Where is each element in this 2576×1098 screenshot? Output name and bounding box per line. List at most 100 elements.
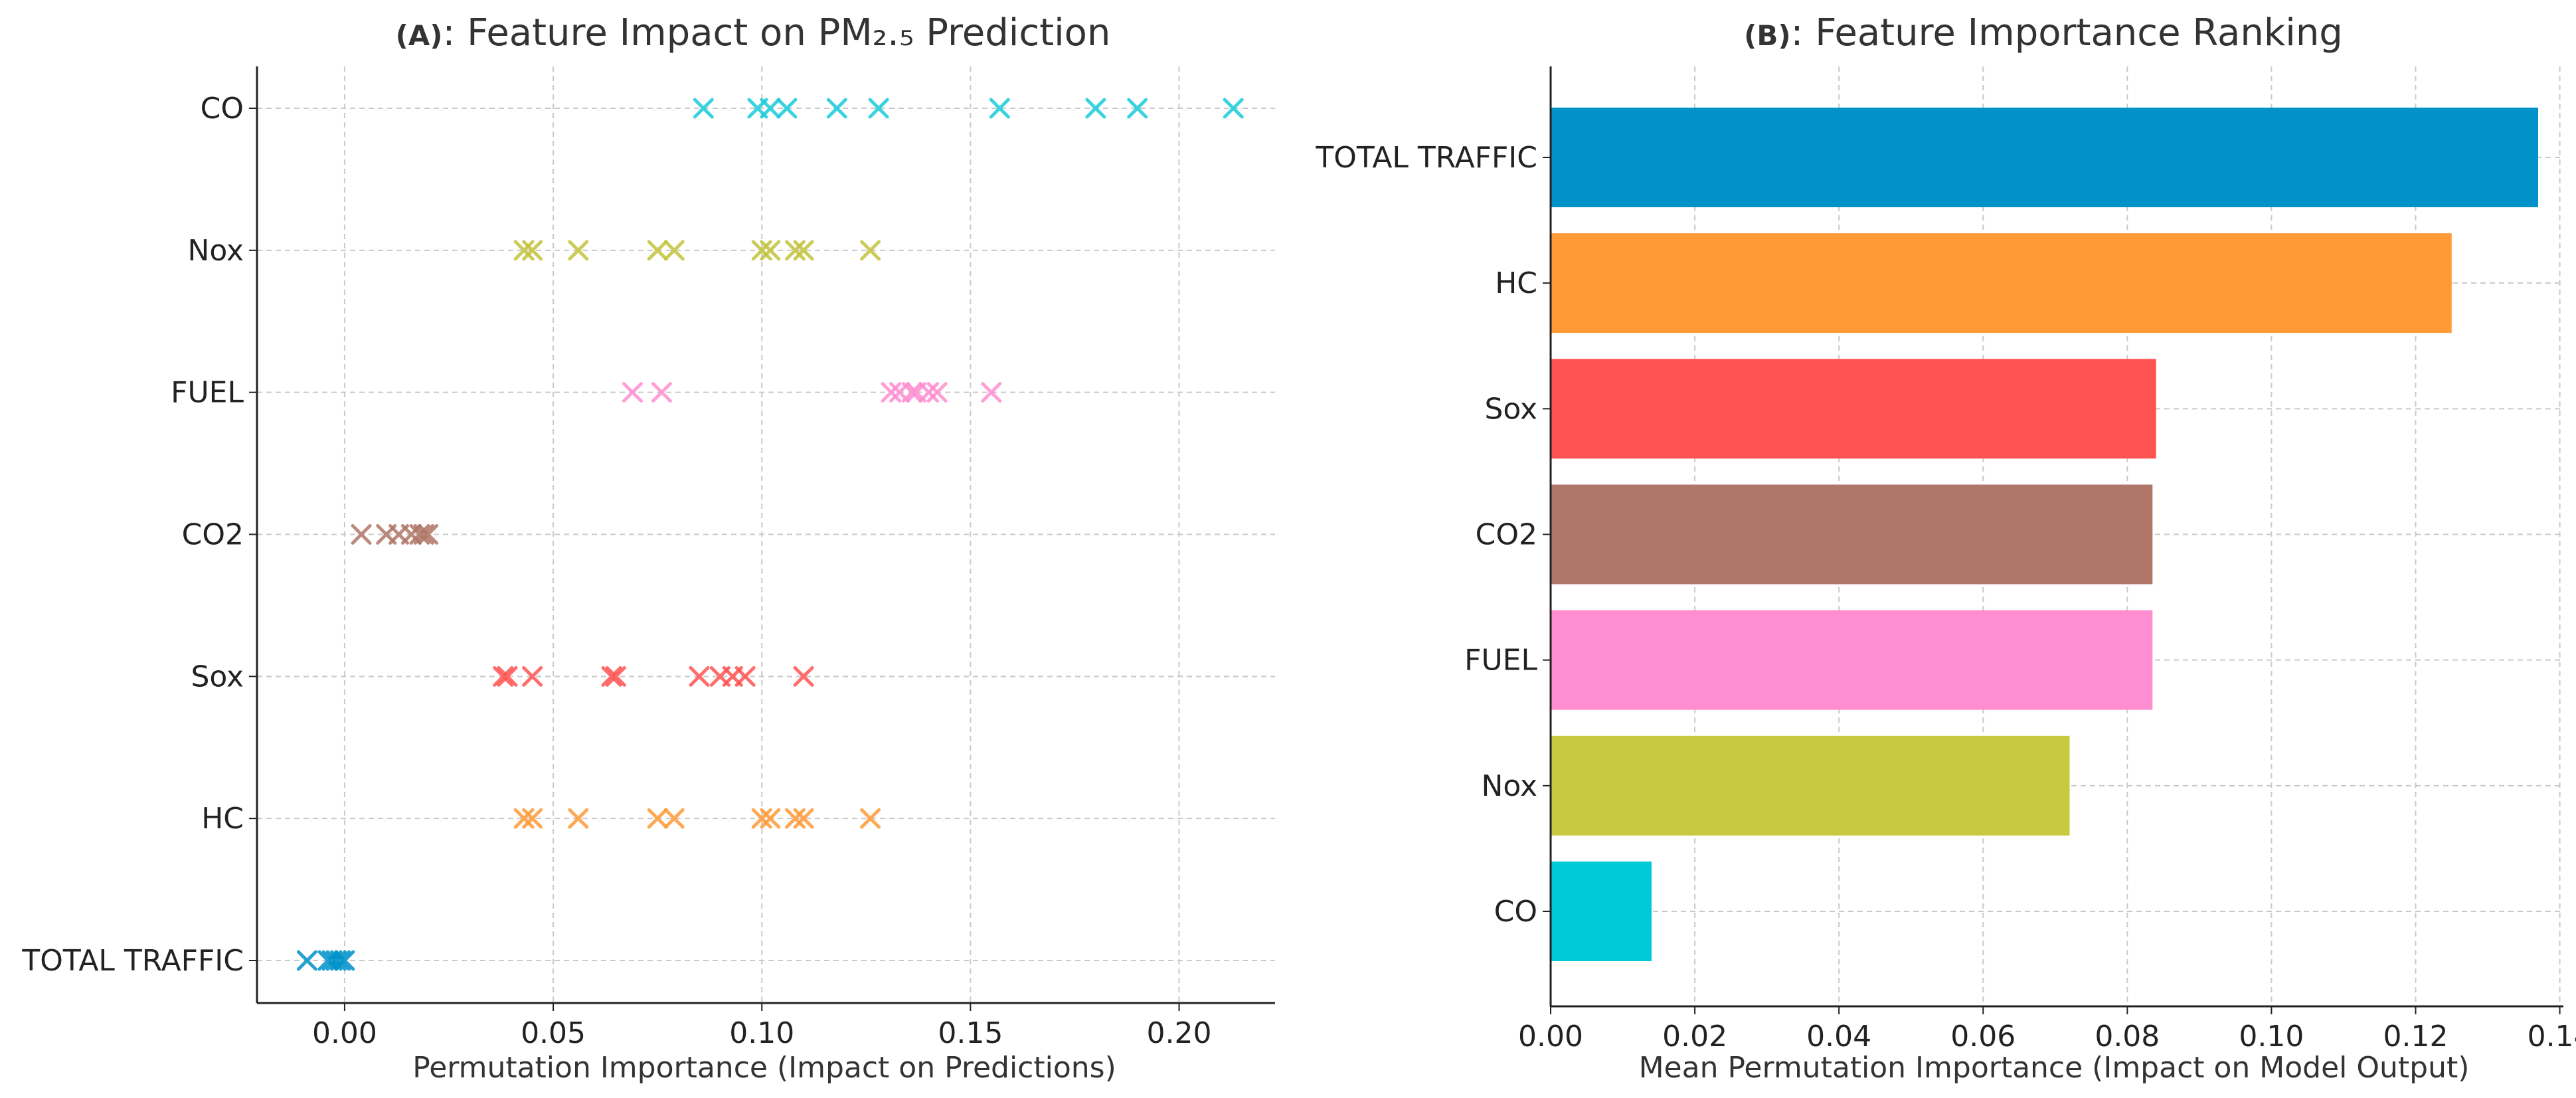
panel-a-marker-co bbox=[1085, 98, 1106, 119]
panel-a-marker-hc bbox=[513, 808, 535, 829]
panel-a-marker-co2 bbox=[351, 524, 372, 545]
panel-a-tick-labels: 0.00 0.05 0.10 0.15 0.20 TOTAL TRAFFIC HC Sox CO… bbox=[21, 92, 1211, 1050]
panel-b-x-tick-label: 0.12 bbox=[2383, 1020, 2448, 1053]
panel-a-marker-co bbox=[868, 98, 889, 119]
panel-a-grid bbox=[257, 66, 1275, 1003]
panel-a-x-tick-label: 0.00 bbox=[312, 1016, 377, 1050]
panel-b-bar-nox bbox=[1551, 735, 2070, 836]
panel-b-y-tick-label-co: CO bbox=[1494, 895, 1537, 929]
panel-a-scatter-chart: (A): Feature Impact on PM₂.₅ Prediction … bbox=[21, 11, 1275, 1085]
panel-a-marker-fuel bbox=[918, 382, 940, 403]
panel-a-marker-hc bbox=[568, 808, 589, 829]
panel-a-y-tick-label-co: CO bbox=[201, 92, 244, 126]
panel-a-y-tick-label-nox: Nox bbox=[187, 234, 244, 268]
panel-a-y-tick-label-co2: CO2 bbox=[182, 518, 244, 552]
panel-b-bar-sox bbox=[1551, 359, 2156, 459]
panel-a-marker-sox bbox=[793, 666, 814, 687]
panel-b-x-tick-label: 0.04 bbox=[1806, 1020, 1871, 1053]
panel-b-bars bbox=[1551, 108, 2539, 961]
panel-a-marker-nox bbox=[663, 240, 685, 261]
panel-a-marker-hc bbox=[522, 808, 543, 829]
panel-b-y-tick-label-co2: CO2 bbox=[1476, 518, 1537, 552]
panel-b-bar-co bbox=[1551, 862, 1652, 961]
panel-b-title: (B): Feature Importance Ranking bbox=[1744, 11, 2343, 54]
panel-a-y-tick-label-fuel: FUEL bbox=[171, 376, 244, 410]
panel-b-y-tick-label-nox: Nox bbox=[1481, 769, 1537, 803]
panel-a-marker-co bbox=[776, 98, 798, 119]
panel-a-y-tick-label-sox: Sox bbox=[191, 660, 244, 693]
panel-a-marker-co2 bbox=[418, 524, 439, 545]
panel-a-marker-co bbox=[989, 98, 1010, 119]
panel-a-marker-nox bbox=[793, 240, 814, 261]
panel-a-y-tick-label-hc: HC bbox=[201, 802, 244, 836]
panel-b-title-prefix: (B) bbox=[1744, 19, 1790, 52]
panel-a-marker-sox bbox=[734, 666, 756, 687]
panel-b-x-tick-label: 0.14 bbox=[2528, 1020, 2576, 1053]
panel-b-x-tick-label: 0.06 bbox=[1950, 1020, 2016, 1053]
panel-a-marker-fuel bbox=[981, 382, 1002, 403]
panel-a-title: (A): Feature Impact on PM₂.₅ Prediction bbox=[396, 11, 1111, 54]
panel-a-marker-nox bbox=[860, 240, 881, 261]
panel-a-marker-nox bbox=[751, 240, 772, 261]
panel-a-x-tick-label: 0.20 bbox=[1147, 1016, 1212, 1050]
panel-a-marker-sox bbox=[605, 666, 626, 687]
panel-a-x-tick-label: 0.15 bbox=[938, 1016, 1003, 1050]
panel-a-title-text: : Feature Impact on PM₂.₅ Prediction bbox=[443, 11, 1111, 54]
panel-a-axes bbox=[249, 66, 1275, 1011]
panel-a-marker-sox bbox=[689, 666, 710, 687]
panel-a-x-axis-label: Permutation Importance (Impact on Predic… bbox=[412, 1051, 1116, 1085]
panel-a-marker-co bbox=[693, 98, 714, 119]
panel-a-marker-nox bbox=[513, 240, 535, 261]
panel-a-marker-total-traffic bbox=[334, 950, 355, 971]
panel-b-y-tick-label-total-traffic: TOTAL TRAFFIC bbox=[1315, 141, 1537, 175]
panel-b-bar-co2 bbox=[1551, 484, 2153, 585]
panel-a-marker-nox bbox=[522, 240, 543, 261]
panel-b-bar-chart: (B): Feature Importance Ranking 0.00 0.02… bbox=[1315, 11, 2576, 1085]
panel-a-marker-total-traffic bbox=[330, 950, 351, 971]
panel-a-marker-nox bbox=[647, 240, 668, 261]
panel-b-bar-total-traffic bbox=[1551, 108, 2539, 207]
panel-b-x-tick-label: 0.08 bbox=[2095, 1020, 2160, 1053]
panel-b-x-tick-label: 0.02 bbox=[1662, 1020, 1727, 1053]
panel-a-marker-co bbox=[826, 98, 847, 119]
panel-b-bar-fuel bbox=[1551, 610, 2153, 710]
panel-a-marker-total-traffic bbox=[296, 950, 317, 971]
panel-a-marker-fuel bbox=[651, 382, 672, 403]
panel-a-marker-sox bbox=[497, 666, 518, 687]
panel-a-marker-fuel bbox=[881, 382, 902, 403]
panel-b-y-tick-label-fuel: FUEL bbox=[1464, 644, 1537, 678]
panel-a-marker-nox bbox=[568, 240, 589, 261]
panel-a-marker-hc bbox=[760, 808, 781, 829]
panel-a-marker-nox bbox=[760, 240, 781, 261]
panel-a-marker-fuel bbox=[926, 382, 948, 403]
panel-a-marker-fuel bbox=[622, 382, 643, 403]
panel-b-x-tick-label: 0.10 bbox=[2239, 1020, 2304, 1053]
panel-a-marker-sox bbox=[493, 666, 514, 687]
panel-b-x-axis-label: Mean Permutation Importance (Impact on M… bbox=[1639, 1051, 2470, 1085]
panel-b-bar-hc bbox=[1551, 233, 2452, 333]
panel-a-markers bbox=[296, 98, 1244, 971]
panel-a-marker-hc bbox=[663, 808, 685, 829]
panel-a-marker-hc bbox=[751, 808, 772, 829]
panel-b-y-tick-label-hc: HC bbox=[1495, 266, 1537, 300]
panel-a-marker-co bbox=[760, 98, 781, 119]
panel-a-marker-sox bbox=[601, 666, 622, 687]
panel-a-marker-total-traffic bbox=[325, 950, 347, 971]
panel-a-marker-hc bbox=[793, 808, 814, 829]
panel-b-title-text: : Feature Importance Ranking bbox=[1791, 11, 2343, 54]
panel-a-x-tick-label: 0.05 bbox=[521, 1016, 586, 1050]
panel-a-marker-nox bbox=[784, 240, 806, 261]
panel-a-title-prefix: (A) bbox=[396, 19, 443, 52]
panel-a-marker-co bbox=[1223, 98, 1244, 119]
panel-b-axes bbox=[1543, 66, 2563, 1014]
panel-a-marker-hc bbox=[647, 808, 668, 829]
panel-a-marker-hc bbox=[860, 808, 881, 829]
panel-a-x-tick-label: 0.10 bbox=[729, 1016, 794, 1050]
panel-b-tick-labels: 0.00 0.02 0.04 0.06 0.08 0.10 0.12 0.14 TOTAL TR… bbox=[1315, 141, 2576, 1053]
panel-a-marker-sox bbox=[522, 666, 543, 687]
panel-a-marker-fuel bbox=[901, 382, 922, 403]
panel-b-x-tick-label: 0.00 bbox=[1518, 1020, 1583, 1053]
panel-a-marker-co2 bbox=[409, 524, 430, 545]
panel-a-marker-co2 bbox=[413, 524, 434, 545]
